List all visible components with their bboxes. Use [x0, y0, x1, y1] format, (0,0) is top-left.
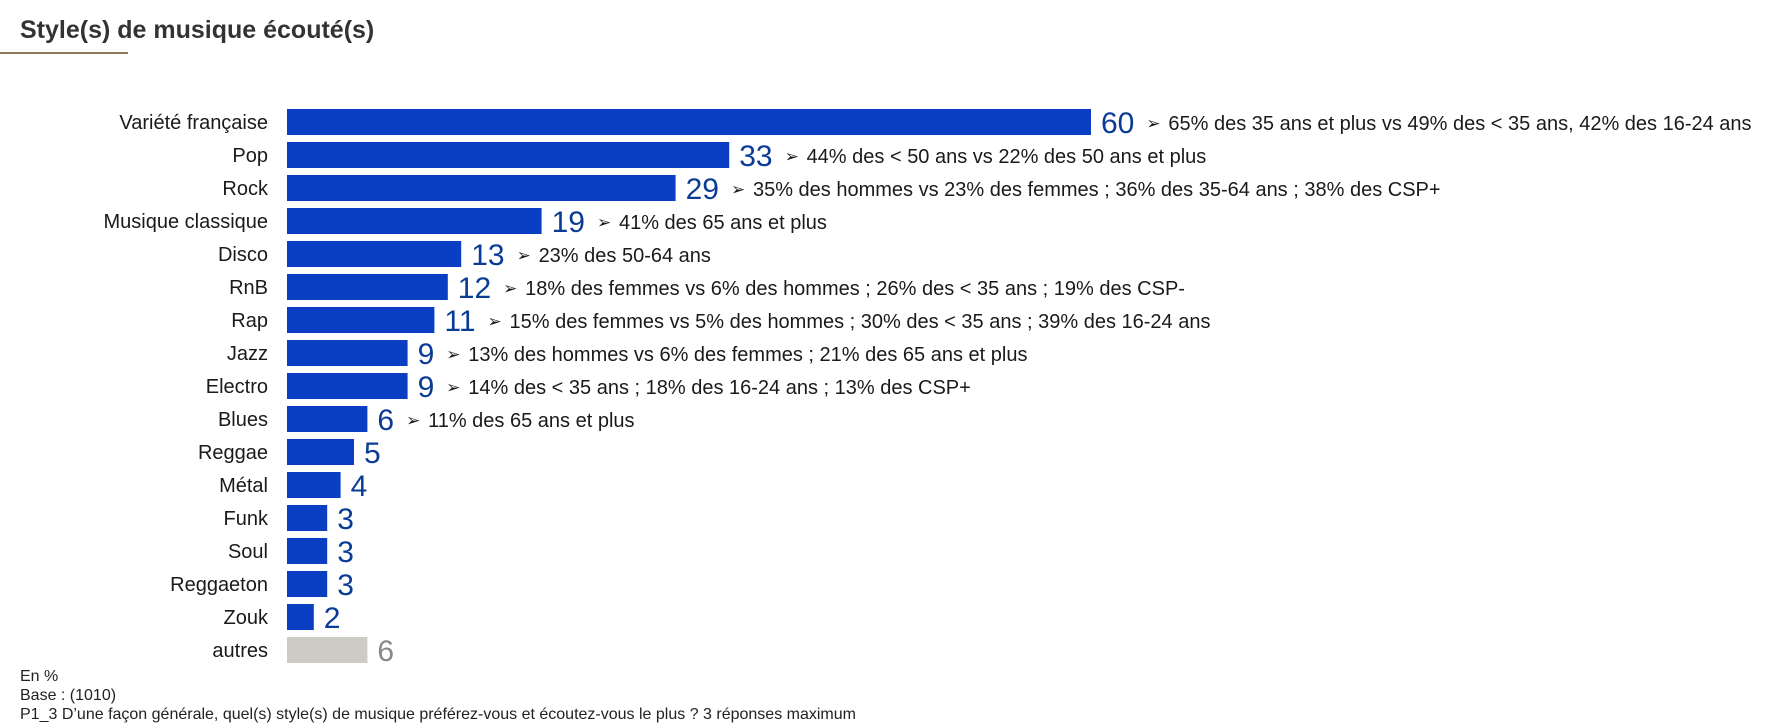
bar: [287, 571, 328, 597]
value-label: 12: [458, 272, 491, 305]
value-label: 2: [324, 602, 341, 635]
value-label: 4: [351, 470, 368, 503]
arrow-bullet-icon: ➢: [1146, 114, 1160, 133]
category-label: RnB: [229, 277, 268, 299]
category-label: Blues: [218, 409, 268, 431]
category-label: Jazz: [227, 343, 268, 365]
annotation-text: 23% des 50-64 ans: [539, 245, 711, 267]
bar: [287, 406, 368, 432]
value-label: 60: [1101, 107, 1134, 140]
bar: [287, 241, 462, 267]
bar: [287, 175, 676, 201]
bar: [287, 604, 314, 630]
category-label: Variété française: [119, 112, 268, 134]
bar: [287, 538, 328, 564]
value-label: 13: [471, 239, 504, 272]
arrow-bullet-icon: ➢: [597, 213, 611, 232]
arrow-bullet-icon: ➢: [446, 345, 460, 364]
title-underline: [0, 52, 128, 54]
annotation-text: 14% des < 35 ans ; 18% des 16-24 ans ; 1…: [468, 377, 971, 399]
category-label: Soul: [228, 541, 268, 563]
bar: [287, 274, 448, 300]
bar: [287, 637, 368, 663]
annotation-text: 15% des femmes vs 5% des hommes ; 30% de…: [510, 311, 1211, 333]
arrow-bullet-icon: ➢: [785, 147, 799, 166]
category-label: Electro: [206, 376, 268, 398]
category-label: Funk: [224, 508, 269, 530]
arrow-bullet-icon: ➢: [503, 279, 517, 298]
footer-base: Base : (1010): [20, 687, 117, 704]
category-label: Reggaeton: [170, 574, 268, 596]
arrow-bullet-icon: ➢: [488, 312, 502, 331]
value-label: 9: [418, 371, 435, 404]
value-label: 11: [444, 305, 475, 338]
category-label: Disco: [218, 244, 268, 266]
category-label: Métal: [219, 475, 268, 497]
chart-title: Style(s) de musique écouté(s): [20, 16, 375, 44]
value-label: 29: [686, 173, 719, 206]
category-label: Rock: [222, 178, 269, 200]
category-label: Pop: [232, 145, 268, 167]
arrow-bullet-icon: ➢: [517, 246, 531, 265]
chart-footer: En % Base : (1010) P1_3 D’une façon géné…: [20, 667, 856, 724]
bar: [287, 373, 408, 399]
annotation-text: 35% des hommes vs 23% des femmes ; 36% d…: [753, 179, 1441, 201]
category-label: autres: [212, 640, 268, 662]
value-label: 6: [377, 404, 394, 437]
bar: [287, 307, 435, 333]
bar: [287, 472, 341, 498]
annotation-text: 11% des 65 ans et plus: [428, 410, 634, 432]
value-label: 33: [739, 140, 772, 173]
annotation-text: 41% des 65 ans et plus: [619, 212, 827, 234]
annotation-text: 44% des < 50 ans vs 22% des 50 ans et pl…: [807, 146, 1207, 168]
value-label: 3: [337, 503, 354, 536]
arrow-bullet-icon: ➢: [406, 411, 420, 430]
bar: [287, 109, 1091, 135]
footer-question: P1_3 D’une façon générale, quel(s) style…: [20, 706, 856, 723]
value-label: 3: [337, 569, 354, 602]
bar: [287, 142, 730, 168]
annotation-text: 65% des 35 ans et plus vs 49% des < 35 a…: [1168, 113, 1751, 135]
arrow-bullet-icon: ➢: [731, 180, 745, 199]
bar: [287, 505, 328, 531]
category-label: Reggae: [198, 442, 268, 464]
value-label: 9: [418, 338, 435, 371]
bar: [287, 340, 408, 366]
annotation-text: 18% des femmes vs 6% des hommes ; 26% de…: [525, 278, 1185, 300]
arrow-bullet-icon: ➢: [446, 378, 460, 397]
value-label: 5: [364, 437, 381, 470]
category-label: Musique classique: [103, 211, 268, 233]
value-label: 3: [337, 536, 354, 569]
value-label: 6: [377, 635, 394, 668]
category-label: Zouk: [224, 607, 269, 629]
bar: [287, 208, 542, 234]
category-label: Rap: [231, 310, 268, 332]
value-label: 19: [552, 206, 585, 239]
footer-unit: En %: [20, 668, 59, 685]
annotation-text: 13% des hommes vs 6% des femmes ; 21% de…: [468, 344, 1027, 366]
bar: [287, 439, 354, 465]
